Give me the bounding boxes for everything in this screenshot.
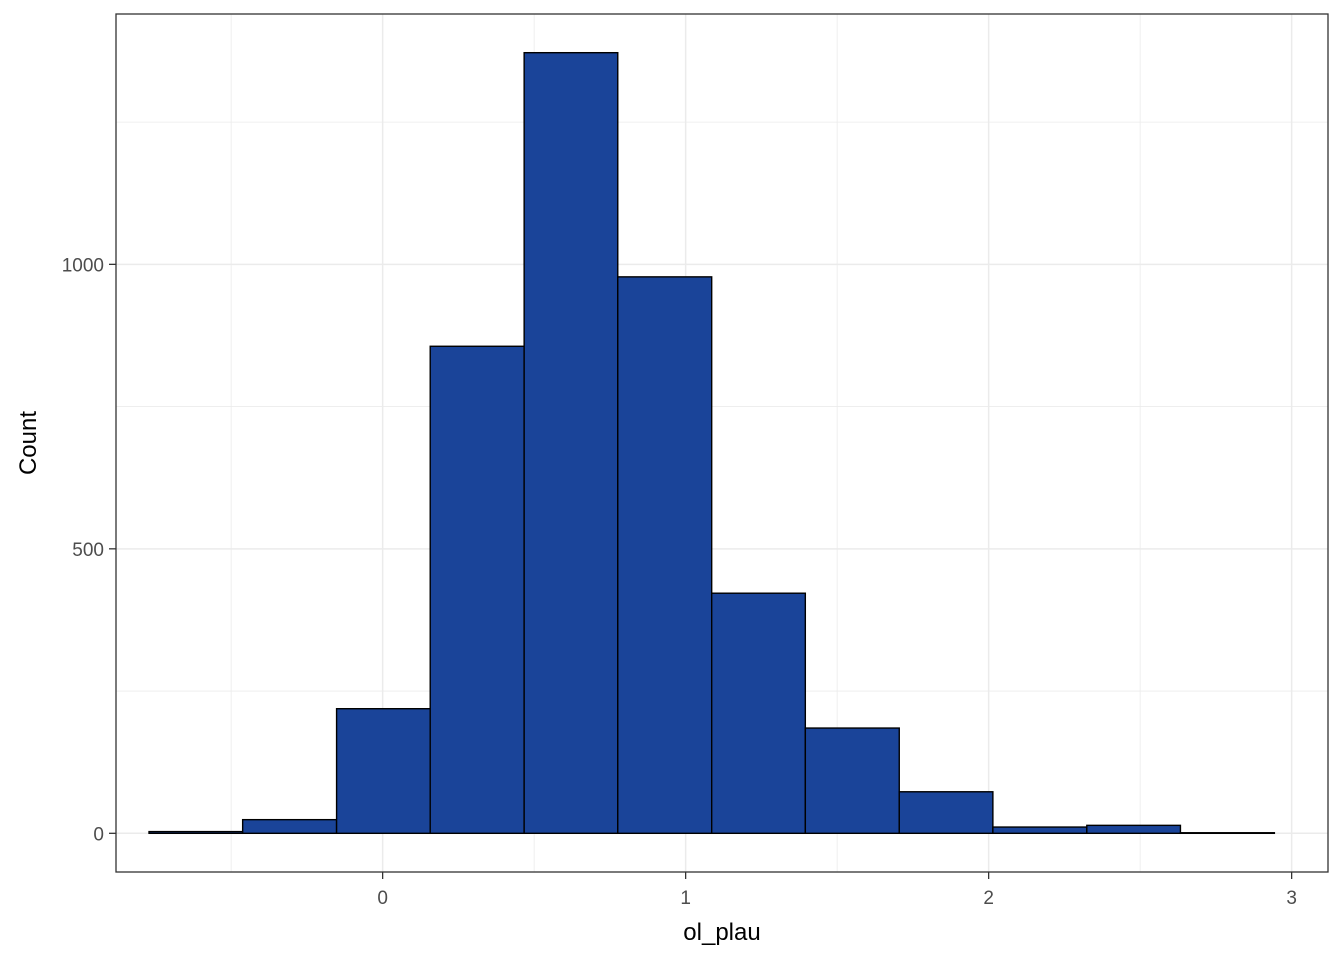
- histogram-bar-11: [1179, 832, 1276, 835]
- histogram-bar-6: [710, 592, 807, 835]
- y-tick-label-0: 0: [93, 824, 104, 845]
- panel-border: [115, 13, 1329, 873]
- histogram-bar-8: [898, 791, 994, 835]
- axis-ticks: [109, 263, 1293, 879]
- histogram-bar-3: [429, 345, 525, 835]
- histogram-bar-0: [148, 830, 244, 835]
- histogram-bar-9: [992, 826, 1088, 835]
- histogram-bar-2: [335, 708, 431, 835]
- x-axis-title: ol_plau: [683, 919, 760, 946]
- histogram-bar-1: [241, 818, 338, 835]
- histogram-bar-10: [1086, 824, 1182, 835]
- x-tick-label-2: 2: [983, 888, 994, 909]
- histogram-bar-7: [804, 727, 900, 835]
- x-tick-label-3: 3: [1286, 888, 1297, 909]
- y-tick-label-2: 1000: [62, 255, 104, 276]
- histogram-bar-4: [523, 51, 619, 835]
- y-axis-title: Count: [15, 411, 42, 475]
- x-tick-label-0: 0: [377, 888, 388, 909]
- histogram-bars: [148, 51, 1276, 835]
- y-tick-label-1: 500: [72, 540, 104, 561]
- axis-tick-labels: 0 1 2 3 0 500 1000: [62, 255, 1297, 909]
- histogram-bar-5: [617, 276, 713, 835]
- x-tick-label-1: 1: [680, 888, 691, 909]
